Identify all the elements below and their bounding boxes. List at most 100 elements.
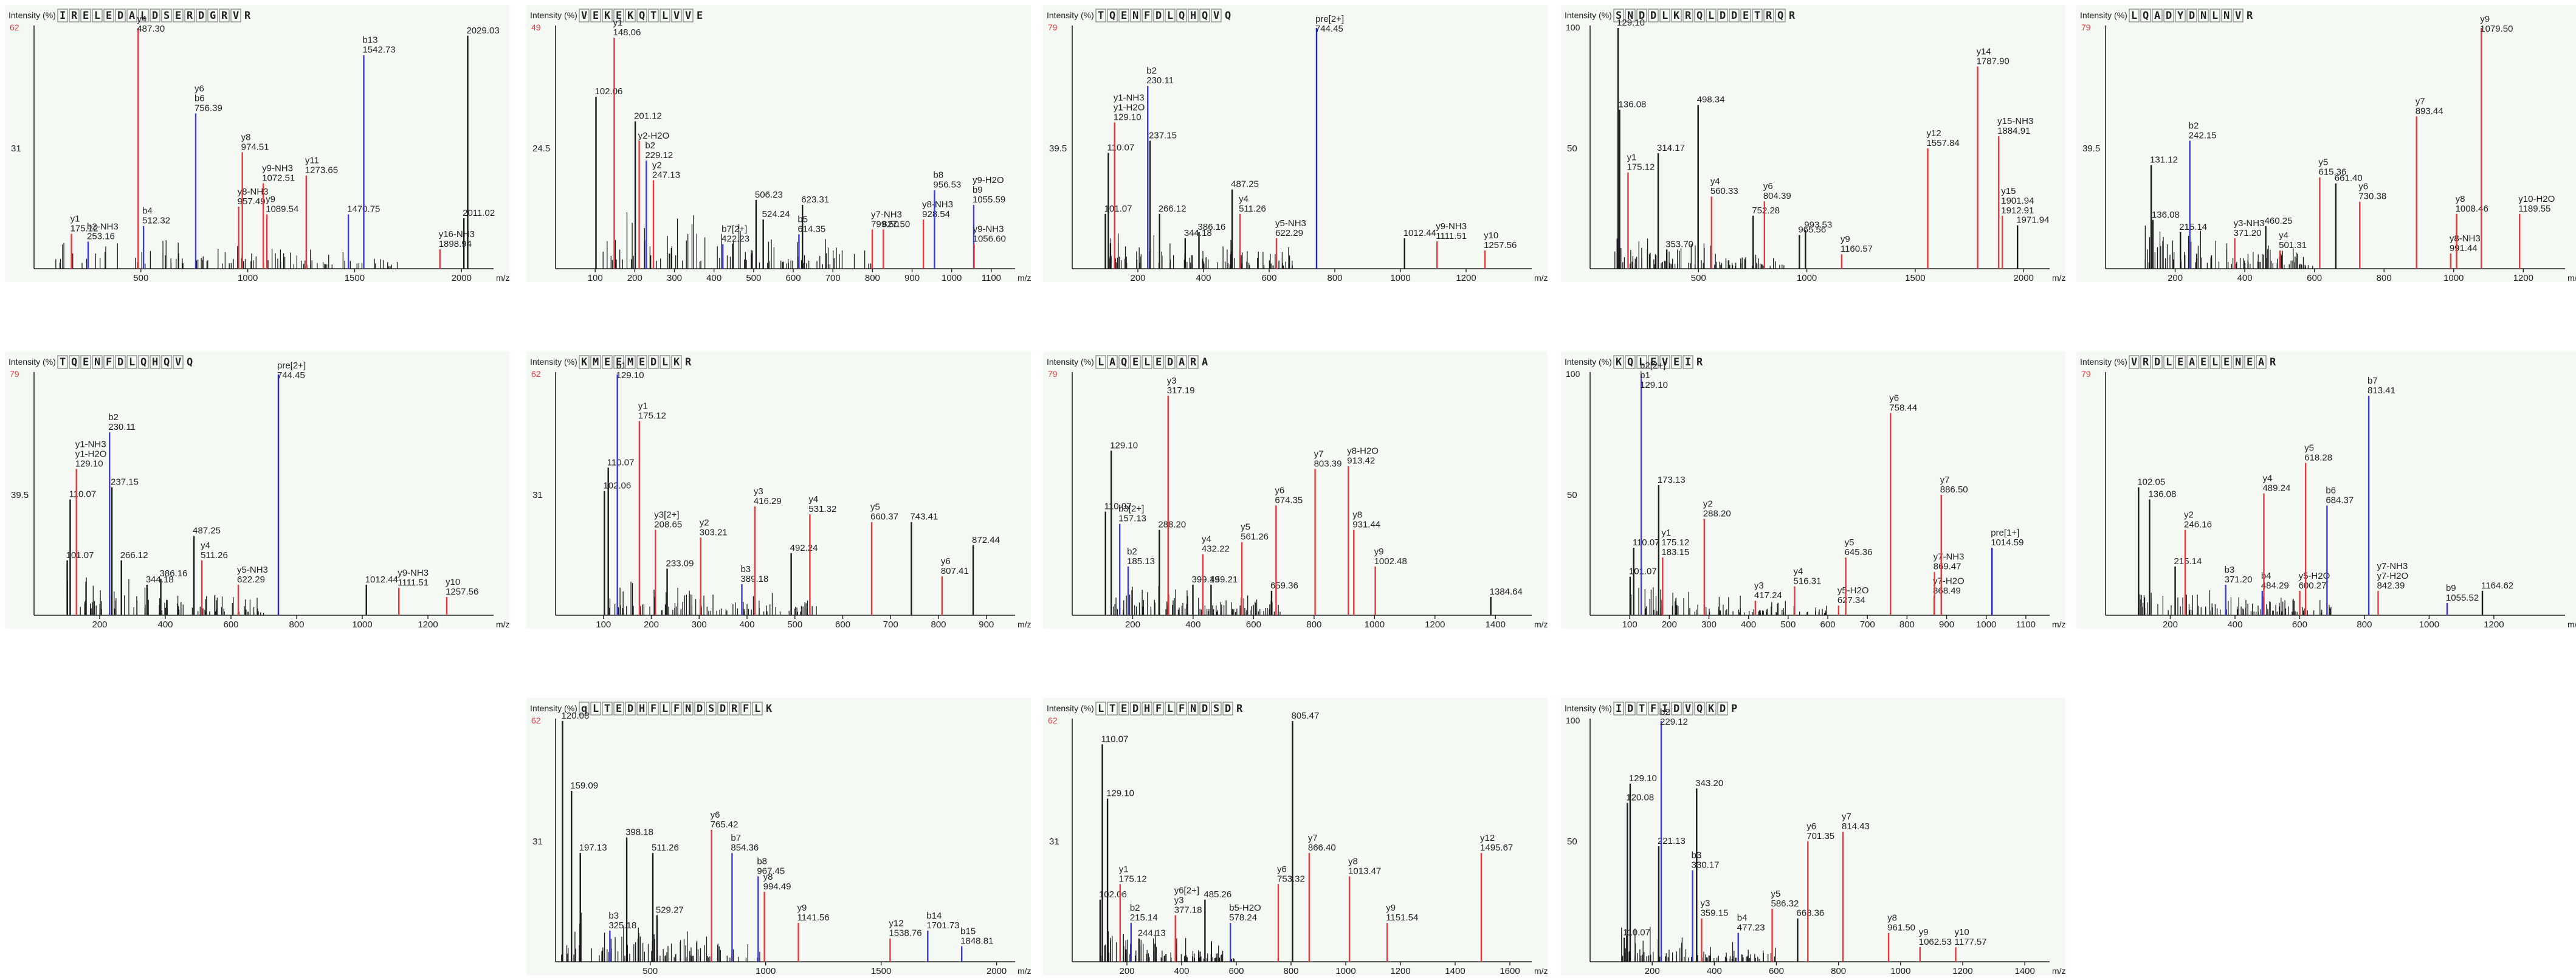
peak-label: 377.18	[1174, 905, 1202, 915]
y-max-label: 100	[1566, 369, 1580, 379]
peak-label: 129.10	[1110, 440, 1138, 450]
panel-background	[1043, 698, 1548, 975]
peak-label: y1	[1661, 528, 1671, 538]
peak-label: 460.25	[2265, 216, 2293, 226]
sequence-residue: D	[650, 356, 656, 368]
peak-label: y4	[1710, 176, 1720, 187]
x-tick-label: 600	[1820, 619, 1836, 630]
x-tick-label: 200	[1119, 966, 1134, 976]
fragment-marker	[2233, 9, 2244, 22]
sequence-residue: R	[731, 703, 738, 715]
sequence-residue: E	[616, 356, 622, 368]
peak-label: y1-H2O	[75, 449, 107, 459]
fragment-marker	[138, 9, 149, 22]
sequence-residue: A	[2154, 10, 2160, 22]
sequence-residue: Q	[187, 356, 193, 368]
fragment-marker	[103, 9, 114, 22]
peak-label: 756.39	[195, 103, 222, 114]
fragment-marker	[161, 9, 172, 22]
y-axis-label: Intensity (%)	[1047, 10, 1094, 20]
peak-label: pre[2+]	[277, 361, 306, 371]
sequence-residue: N	[685, 703, 691, 715]
fragment-marker	[1165, 355, 1176, 369]
y-axis-label: Intensity (%)	[530, 357, 577, 367]
sequence-residue: Q	[639, 10, 645, 22]
sequence-residue: D	[1673, 703, 1679, 715]
peak-label: 1164.62	[2481, 581, 2513, 591]
x-tick-label: 800	[1899, 619, 1915, 630]
sequence-residue: E	[604, 356, 610, 368]
x-tick-label: 800	[931, 619, 946, 630]
fragment-marker	[161, 355, 172, 369]
sequence-residue: G	[210, 10, 216, 22]
x-tick-label: 600	[1228, 966, 1244, 976]
fragment-marker	[659, 355, 670, 369]
peak-label: 1012.44	[1403, 228, 1436, 238]
fragment-marker	[173, 9, 184, 22]
peak-label: 175.12	[1627, 162, 1655, 173]
peak-label: 586.32	[1771, 899, 1799, 909]
fragment-marker	[1211, 702, 1222, 716]
peak-label: y7-NH3	[1934, 552, 1965, 562]
x-tick-label: 400	[1707, 966, 1722, 976]
sequence-residue: E	[2247, 356, 2253, 368]
peak-label: 913.42	[1347, 455, 1375, 466]
peak-label: y3	[1754, 581, 1764, 591]
fragment-marker	[1107, 355, 1118, 369]
peak-label: y1	[613, 18, 622, 28]
x-tick-label: 100	[1622, 619, 1638, 630]
peak-label: 1787.90	[1977, 56, 2009, 66]
peak-label: 511.26	[201, 550, 228, 561]
sequence-residue: A	[2189, 356, 2195, 368]
y-mid-label: 39.5	[11, 490, 29, 500]
x-tick-label: 600	[2292, 619, 2307, 630]
peak-label: 110.07	[1633, 537, 1660, 548]
peak-label: 344.18	[1184, 228, 1212, 238]
peak-label: 136.08	[2148, 489, 2176, 500]
sequence-residue: K	[1616, 356, 1622, 368]
fragment-marker	[115, 355, 126, 369]
peak-label: 1055.52	[2446, 593, 2479, 603]
peak-label: y9	[1386, 903, 1396, 913]
peak-label: 1273.65	[305, 165, 338, 176]
sequence-residue: F	[673, 703, 680, 715]
fragment-marker	[57, 9, 68, 22]
sequence-residue: F	[650, 703, 656, 715]
peak-label: y15-NH3	[1997, 116, 2033, 126]
fragment-marker	[659, 702, 670, 716]
peak-label: y1-NH3	[75, 439, 106, 449]
peak-label: 1151.54	[1386, 913, 1418, 923]
peak-label: 215.14	[2179, 222, 2207, 232]
y-max-label: 100	[1566, 22, 1580, 32]
fragment-marker	[1095, 355, 1106, 369]
peak-label: 233.09	[666, 558, 694, 568]
panel-background	[2076, 351, 2576, 629]
fragment-marker	[2152, 9, 2163, 22]
peak-label: 197.13	[579, 843, 607, 853]
x-tick-label: 300	[1701, 619, 1717, 630]
y-axis-label: Intensity (%)	[530, 703, 577, 713]
fragment-marker	[92, 9, 103, 22]
peak-label: y8-NH3	[2450, 233, 2481, 244]
sequence-residue: K	[766, 703, 773, 715]
sequence-residue: Y	[2177, 10, 2184, 22]
x-tick-label: 600	[1246, 619, 1261, 630]
x-tick-label: 600	[835, 619, 850, 630]
peak-label: 244.13	[1138, 928, 1166, 939]
peak-label: 1189.55	[2518, 204, 2550, 214]
y-max-label: 49	[531, 22, 541, 32]
fragment-marker	[138, 355, 149, 369]
peak-label: y7	[1940, 475, 1950, 485]
peak-label: 1884.91	[1997, 126, 2030, 136]
x-tick-label: 800	[1327, 273, 1342, 283]
x-axis-label: m/z	[496, 273, 510, 283]
fragment-marker	[1729, 9, 1740, 22]
peak-label: y6	[1277, 864, 1287, 874]
y-max-label: 79	[1048, 369, 1058, 379]
